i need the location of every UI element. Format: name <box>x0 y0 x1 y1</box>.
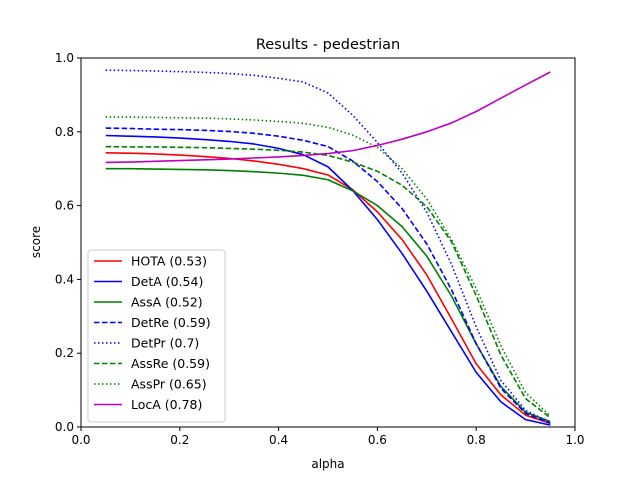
legend-label: LocA (0.78) <box>131 397 202 412</box>
plot-frame <box>80 57 576 428</box>
series-line-3 <box>105 127 551 425</box>
x-tick-label: 0.8 <box>467 433 486 447</box>
x-tick-label: 0.6 <box>368 433 387 447</box>
series-line-4 <box>105 69 551 424</box>
y-axis-label: score <box>29 226 43 258</box>
chart-title: Results - pedestrian <box>256 37 400 53</box>
series-line-0 <box>105 152 551 425</box>
legend-label: HOTA (0.53) <box>131 254 207 269</box>
x-axis-ticks: 0.0 0.2 0.4 0.6 0.8 1.0 <box>71 427 585 447</box>
y-tick-label: 0.8 <box>55 125 74 139</box>
y-tick-label: 0.6 <box>55 199 74 213</box>
legend: HOTA (0.53) DetA (0.54) AssA (0.52) DetRe (… <box>87 249 226 423</box>
legend-label: AssRe (0.59) <box>131 356 210 371</box>
y-axis-ticks: 0.0 0.2 0.4 0.6 0.8 1.0 <box>55 51 81 434</box>
x-tick-label: 1.0 <box>565 433 584 447</box>
legend-label: DetA (0.54) <box>131 274 203 289</box>
y-tick-label: 0.4 <box>55 272 74 286</box>
y-tick-label: 0.2 <box>55 346 74 360</box>
legend-label: DetPr (0.7) <box>131 336 199 351</box>
series-line-1 <box>105 134 551 426</box>
legend-box <box>87 249 226 423</box>
x-axis-label: alpha <box>311 457 344 471</box>
y-tick-label: 1.0 <box>55 51 74 65</box>
series-line-5 <box>105 145 551 419</box>
x-tick-label: 0.2 <box>170 433 189 447</box>
legend-label: DetRe (0.59) <box>131 315 211 330</box>
y-tick-label: 0.0 <box>55 420 74 434</box>
legend-label: AssA (0.52) <box>131 295 203 310</box>
x-tick-label: 0.4 <box>269 433 288 447</box>
series-line-7 <box>105 71 551 164</box>
plot-series <box>105 69 551 426</box>
x-tick-label: 0.0 <box>71 433 90 447</box>
legend-label: AssPr (0.65) <box>131 377 207 392</box>
